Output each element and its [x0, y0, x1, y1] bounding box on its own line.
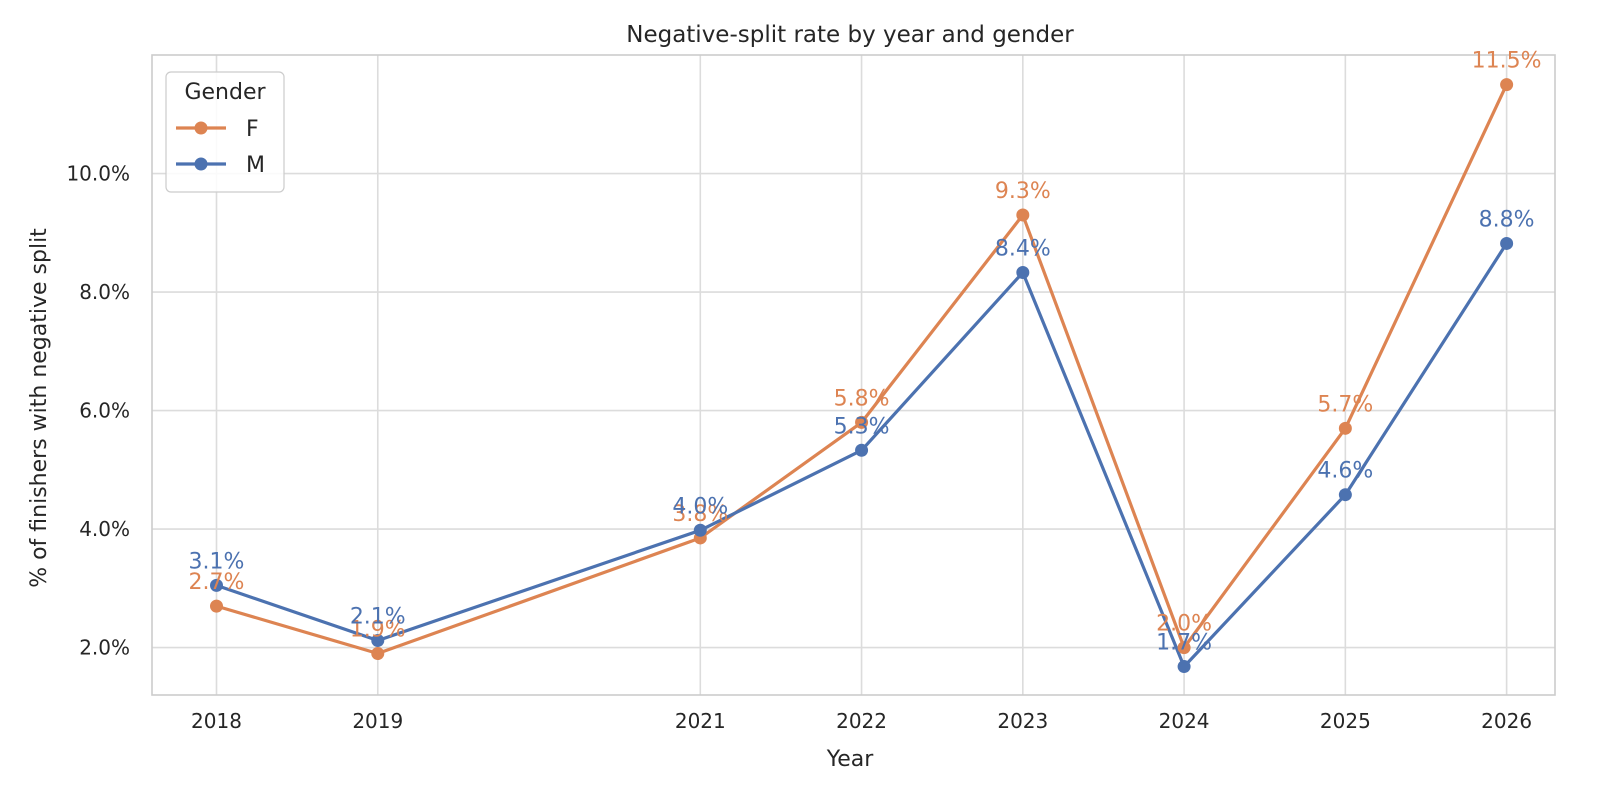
- data-point-M: [371, 633, 385, 647]
- data-label-F: 5.7%: [1317, 392, 1373, 417]
- chart-title: Negative-split rate by year and gender: [626, 22, 1074, 48]
- data-label-M: 4.6%: [1317, 459, 1373, 484]
- series-line-M: [214, 241, 1509, 669]
- data-point-M: [1500, 236, 1514, 250]
- legend-swatch-marker: [194, 157, 208, 171]
- data-label-F: 2.7%: [189, 570, 245, 595]
- data-label-F: 3.8%: [672, 502, 728, 527]
- y-tick-label: 8.0%: [79, 280, 130, 304]
- data-label-F: 1.9%: [350, 618, 406, 643]
- data-point-F: [1177, 641, 1191, 655]
- x-tick-label: 2026: [1481, 709, 1532, 733]
- y-tick-label: 4.0%: [79, 517, 130, 541]
- data-label-M: 5.3%: [834, 414, 890, 439]
- x-tick-label: 2018: [191, 709, 242, 733]
- data-label-M: 8.8%: [1479, 207, 1535, 232]
- axis-ticks: 2018 2019 2021 2022 2023 2024 2025 2026 2.0% 4.0%…: [66, 162, 1532, 733]
- y-tick-label: 2.0%: [79, 636, 130, 660]
- legend-title: Gender: [184, 80, 266, 105]
- data-point-F: [1500, 78, 1514, 92]
- data-point-F: [371, 647, 385, 661]
- legend: Gender FM: [165, 71, 285, 193]
- x-tick-label: 2019: [352, 709, 403, 733]
- x-tick-label: 2022: [836, 709, 887, 733]
- legend-swatch-marker: [194, 121, 208, 135]
- data-label-F: 11.5%: [1472, 49, 1542, 74]
- x-tick-label: 2024: [1159, 709, 1210, 733]
- data-point-F: [855, 415, 869, 429]
- data-label-F: 2.0%: [1156, 612, 1212, 637]
- data-label-M: 8.4%: [995, 236, 1051, 261]
- data-point-M: [1177, 660, 1191, 674]
- data-label-M: 1.7%: [1156, 631, 1212, 656]
- y-tick-label: 10.0%: [66, 162, 130, 186]
- plot-frame: [151, 54, 1556, 696]
- series: [210, 78, 1514, 674]
- grid: [152, 55, 1555, 695]
- data-point-M: [693, 523, 707, 537]
- data-point-F: [210, 599, 224, 613]
- data-point-M: [210, 578, 224, 592]
- x-tick-label: 2025: [1320, 709, 1371, 733]
- data-point-M: [1016, 265, 1030, 279]
- series-line-F: [214, 82, 1509, 656]
- x-axis-title: Year: [826, 747, 875, 772]
- data-label-F: 9.3%: [995, 179, 1051, 204]
- legend-label-F: F: [246, 117, 259, 142]
- y-tick-label: 6.0%: [79, 399, 130, 423]
- data-point-M: [855, 443, 869, 457]
- x-tick-label: 2021: [675, 709, 726, 733]
- data-label-M: 2.1%: [350, 604, 406, 629]
- data-label-F: 5.8%: [834, 386, 890, 411]
- legend-label-M: M: [246, 153, 265, 178]
- x-tick-label: 2023: [997, 709, 1048, 733]
- data-point-M: [1338, 488, 1352, 502]
- data-label-M: 3.1%: [189, 549, 245, 574]
- data-label-M: 4.0%: [672, 494, 728, 519]
- data-labels: 2.7% 1.9% 3.8% 5.8% 9.3% 2.0% 5.7% 11.5% 3.1% 2.1…: [189, 49, 1542, 656]
- y-axis-title: % of finishers with negative split: [27, 228, 52, 588]
- data-point-F: [1338, 421, 1352, 435]
- data-point-F: [1016, 208, 1030, 222]
